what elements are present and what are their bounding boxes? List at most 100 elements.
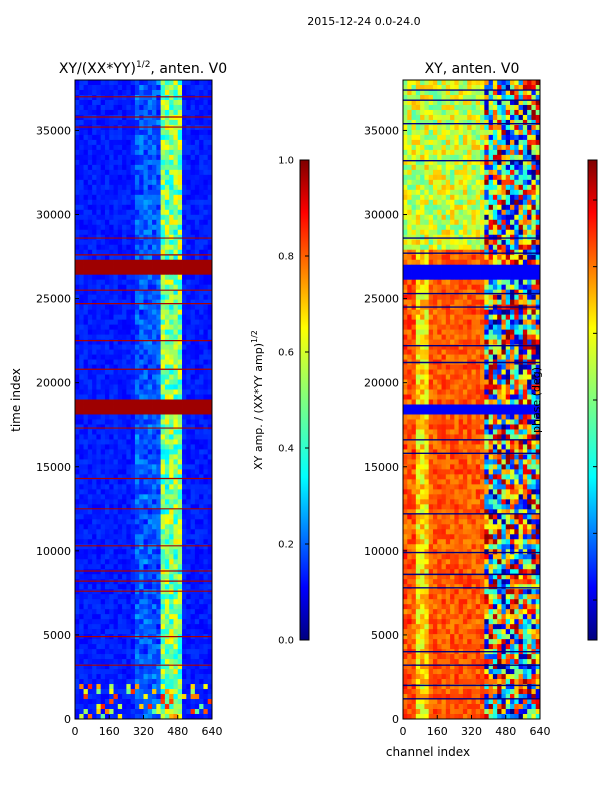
heatmap-cell	[104, 464, 110, 470]
heatmap-cell	[83, 294, 89, 301]
heatmap-cell	[96, 584, 102, 590]
heatmap-cell	[122, 489, 127, 495]
heatmap-cell	[203, 269, 209, 276]
heatmap-cell	[104, 379, 110, 385]
heatmap-cell	[203, 179, 209, 186]
heatmap-cell	[501, 84, 507, 91]
heatmap-cell	[79, 604, 84, 610]
heatmap-cell	[488, 189, 494, 196]
heatmap-cell	[143, 709, 149, 715]
heatmap-cell	[109, 414, 114, 420]
heatmap-cell	[173, 589, 179, 595]
heatmap-cell	[156, 304, 162, 311]
heatmap-cell	[104, 459, 110, 465]
heatmap-cell	[484, 109, 490, 116]
heatmap-cell	[139, 264, 144, 271]
heatmap-cell	[207, 529, 213, 535]
heatmap-cell	[458, 94, 464, 101]
heatmap-cell	[480, 84, 485, 91]
heatmap-cell	[190, 99, 196, 106]
heatmap-cell	[96, 224, 102, 231]
heatmap-cell	[173, 554, 179, 560]
heatmap-cell	[156, 449, 162, 455]
heatmap-cell	[173, 499, 179, 505]
heatmap-cell	[134, 139, 140, 146]
heatmap-cell	[96, 324, 102, 331]
heatmap-cell	[199, 604, 204, 610]
heatmap-cell	[87, 629, 93, 635]
heatmap-cell	[100, 80, 106, 86]
heatmap-cell	[134, 569, 140, 575]
heatmap-cell	[92, 589, 97, 595]
heatmap-cell	[164, 134, 170, 141]
heatmap-cell	[152, 424, 157, 430]
heatmap-cell	[109, 204, 114, 211]
heatmap-cell	[186, 469, 191, 475]
heatmap-cell	[160, 474, 166, 480]
heatmap-cell	[156, 559, 162, 565]
heatmap-cell	[134, 244, 140, 251]
heatmap-cell	[96, 609, 102, 615]
heatmap-cell	[139, 214, 144, 221]
heatmap-cell	[182, 704, 187, 710]
heatmap-cell	[420, 139, 425, 146]
heatmap-cell	[488, 199, 494, 206]
heatmap-cell	[173, 244, 179, 251]
heatmap-cell	[182, 174, 187, 181]
heatmap-cell	[75, 289, 80, 296]
heatmap-cell	[173, 459, 179, 465]
heatmap-cell	[186, 199, 191, 206]
heatmap-cell	[139, 474, 144, 480]
heatmap-cell	[182, 659, 187, 665]
heatmap-cell	[83, 279, 89, 286]
heatmap-cell	[92, 389, 97, 395]
heatmap-cell	[113, 654, 119, 660]
heatmap-cell	[87, 339, 93, 345]
heatmap-cell	[169, 244, 174, 251]
heatmap-cell	[87, 129, 93, 136]
heatmap-cell	[79, 274, 84, 281]
heatmap-cell	[113, 204, 119, 211]
heatmap-cell	[173, 409, 179, 415]
heatmap-cell	[126, 254, 132, 261]
heatmap-cell	[96, 529, 102, 535]
heatmap-cell	[130, 374, 136, 380]
heatmap-cell	[152, 554, 157, 560]
heatmap-cell	[186, 109, 191, 116]
heatmap-cell	[169, 139, 174, 146]
heatmap-cell	[104, 194, 110, 201]
heatmap-cell	[100, 169, 106, 176]
heatmap-cell	[203, 374, 209, 380]
heatmap-cell	[501, 194, 507, 201]
heatmap-cell	[173, 649, 179, 655]
heatmap-cell	[420, 104, 425, 111]
heatmap-cell	[177, 439, 183, 445]
heatmap-cell	[467, 164, 472, 171]
heatmap-cell	[403, 194, 408, 201]
heatmap-cell	[164, 239, 170, 246]
heatmap-cell	[96, 404, 102, 410]
heatmap-cell	[75, 184, 80, 191]
heatmap-cell	[126, 514, 132, 520]
heatmap-cell	[186, 504, 191, 510]
heatmap-cell	[156, 564, 162, 570]
heatmap-cell	[411, 149, 417, 156]
heatmap-cell	[428, 89, 434, 96]
heatmap-cell	[75, 284, 80, 291]
heatmap-cell	[122, 494, 127, 500]
heatmap-cell	[75, 449, 80, 455]
heatmap-cell	[130, 174, 136, 181]
heatmap-cell	[173, 659, 179, 665]
heatmap-cell	[415, 104, 421, 111]
heatmap-cell	[186, 164, 191, 171]
heatmap-cell	[505, 89, 511, 96]
heatmap-cell	[467, 154, 472, 161]
heatmap-cell	[83, 464, 89, 470]
heatmap-cell	[113, 189, 119, 196]
heatmap-cell	[126, 429, 132, 435]
heatmap-cell	[134, 619, 140, 625]
heatmap-cell	[169, 84, 174, 91]
heatmap-cell	[139, 259, 144, 266]
heatmap-cell	[471, 109, 477, 116]
heatmap-cell	[194, 659, 200, 665]
